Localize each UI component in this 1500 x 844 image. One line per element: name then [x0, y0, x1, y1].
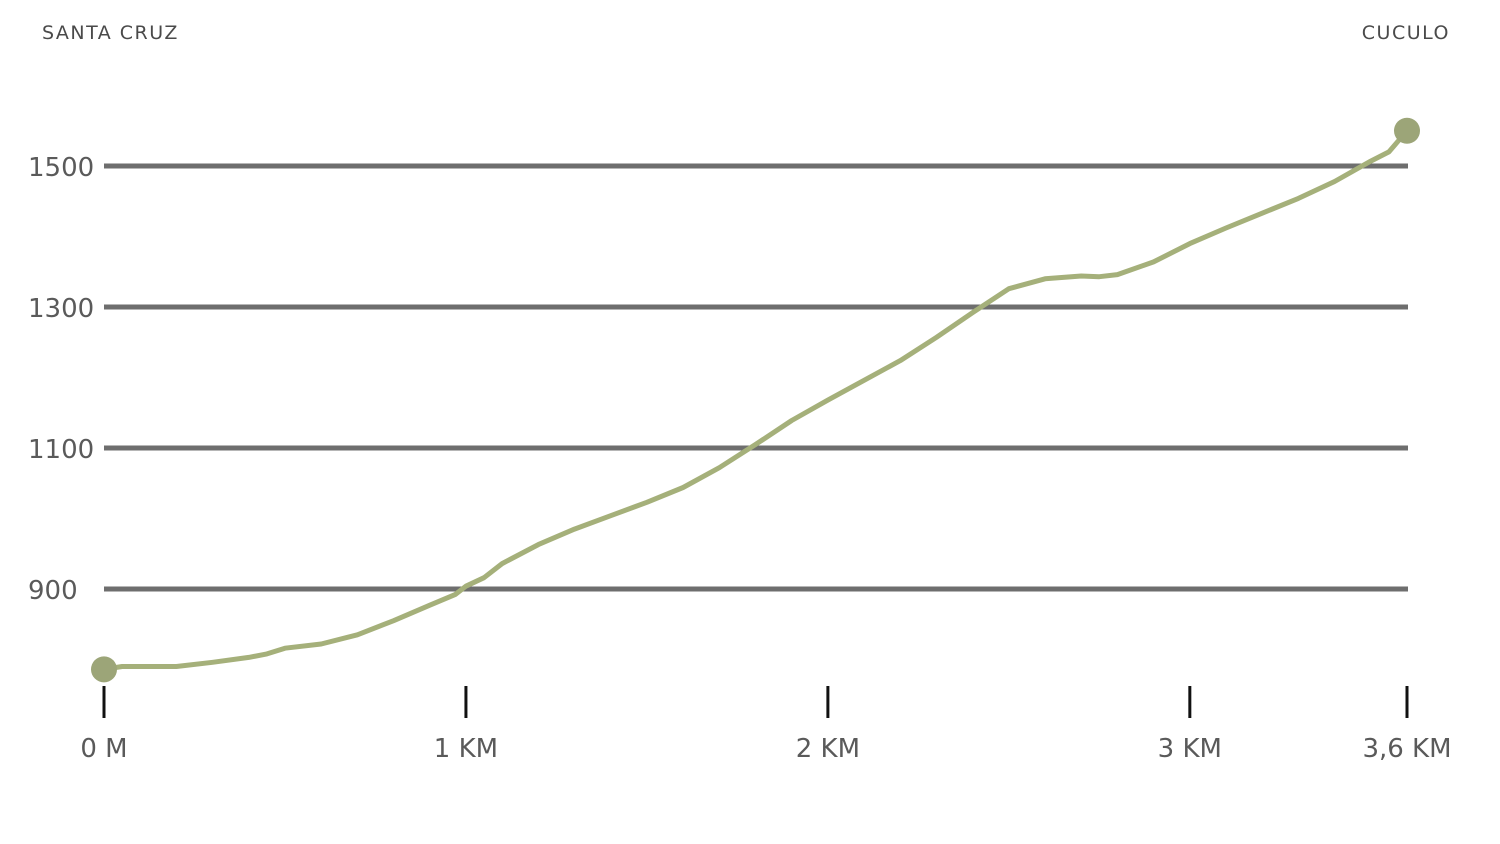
- end-place-label: CUCULO: [1361, 22, 1450, 44]
- start-place-label: SANTA CRUZ: [42, 22, 179, 44]
- x-tick-label-2: 2 KM: [796, 734, 860, 764]
- x-tick-label-0: 0 M: [80, 734, 127, 764]
- elevation-series: [91, 117, 1420, 683]
- x-tick-label-3: 3 KM: [1158, 734, 1222, 764]
- x-axis-ticks: 0 M 1 KM 2 KM 3 KM 3,6 KM: [80, 686, 1452, 764]
- x-tick-label-4: 3,6 KM: [1362, 734, 1451, 764]
- gridlines: [104, 163, 1408, 592]
- x-tick-label-1: 1 KM: [434, 734, 498, 764]
- start-point-marker: [91, 656, 117, 683]
- y-tick-label-1300: 1300: [28, 294, 94, 324]
- y-axis-labels: 900 1100 1300 1500: [28, 153, 94, 606]
- elevation-line: [101, 128, 1410, 672]
- end-point-marker: [1394, 117, 1420, 144]
- y-tick-label-1500: 1500: [28, 153, 94, 183]
- y-tick-label-900: 900: [28, 576, 78, 606]
- y-tick-label-1100: 1100: [28, 435, 94, 465]
